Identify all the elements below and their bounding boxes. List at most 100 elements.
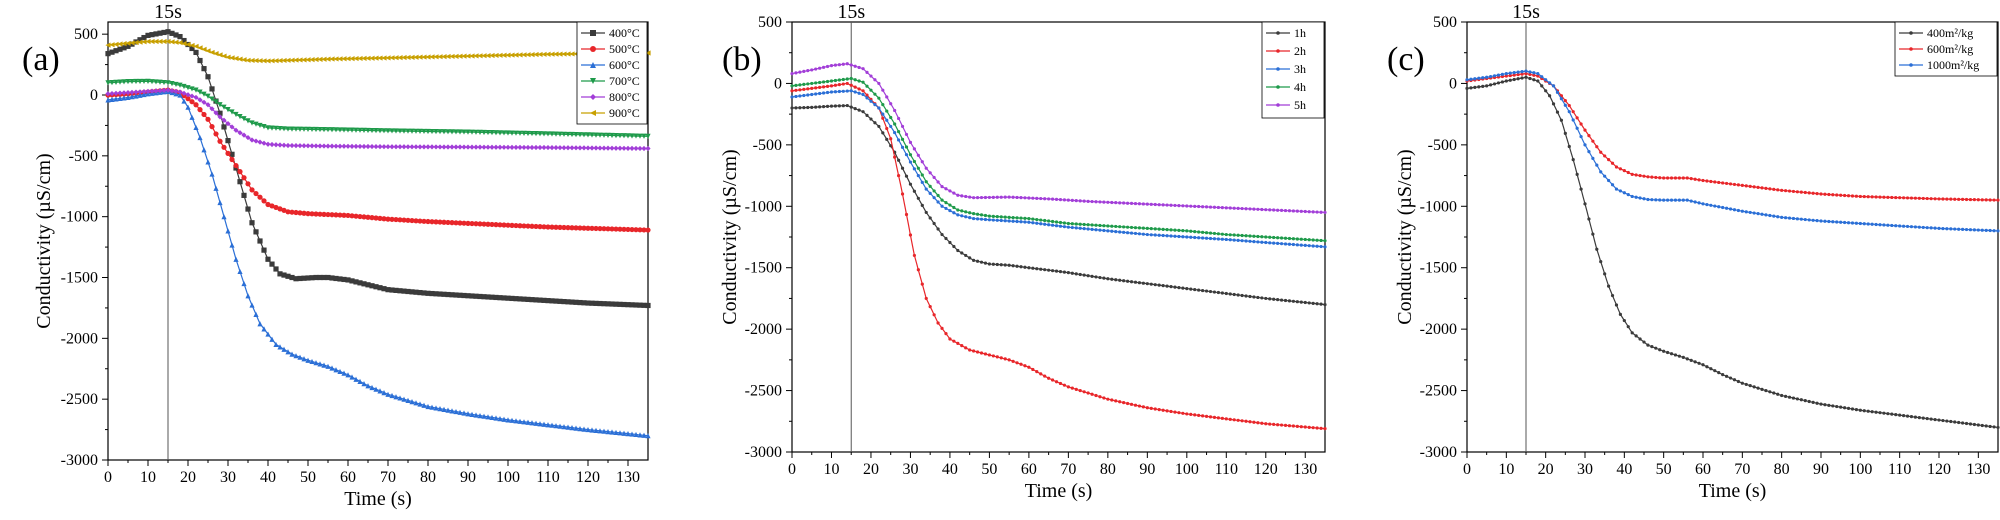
series-point xyxy=(193,102,199,108)
series-point xyxy=(1058,224,1063,228)
series-point xyxy=(1039,196,1043,201)
series-point xyxy=(1508,78,1512,82)
series-point xyxy=(441,406,447,412)
series-point xyxy=(932,189,936,193)
series-point xyxy=(441,54,447,60)
series-point xyxy=(1319,302,1323,306)
series-point xyxy=(257,139,263,145)
series-point xyxy=(897,116,901,121)
series-point xyxy=(1133,280,1138,284)
series-point xyxy=(273,58,279,64)
series-point xyxy=(133,39,139,46)
series-point xyxy=(365,282,371,288)
series-point xyxy=(533,144,539,151)
series-point xyxy=(1709,367,1713,371)
series-point xyxy=(1023,265,1027,269)
series-point xyxy=(241,132,247,138)
series-point xyxy=(979,351,984,355)
series-point xyxy=(1173,234,1177,238)
series-point xyxy=(940,326,944,330)
series-point xyxy=(221,124,227,130)
series-point xyxy=(1003,219,1007,223)
series-point xyxy=(1161,284,1165,288)
series-point xyxy=(849,89,853,93)
series-point xyxy=(201,91,207,97)
series-point xyxy=(1638,337,1642,341)
series-point xyxy=(964,215,968,219)
series-point xyxy=(1524,75,1528,79)
series-point xyxy=(597,132,603,138)
series-point xyxy=(133,78,139,85)
series-point xyxy=(889,102,893,106)
series-point xyxy=(908,233,913,237)
series-point xyxy=(341,56,347,62)
series-point xyxy=(1874,195,1878,199)
series-point xyxy=(217,102,223,108)
series-point xyxy=(1161,227,1165,231)
series-point xyxy=(445,144,451,150)
series-point xyxy=(1078,199,1082,203)
series-point xyxy=(972,212,976,216)
series-point xyxy=(1662,176,1666,180)
series-point xyxy=(841,89,845,93)
series-point xyxy=(549,51,555,57)
series-point xyxy=(995,215,999,219)
series-point xyxy=(1240,293,1244,298)
series-point xyxy=(557,131,563,137)
series-point xyxy=(313,56,319,63)
series-point xyxy=(129,40,135,46)
series-point xyxy=(493,222,499,228)
series-point xyxy=(1240,206,1244,211)
series-point xyxy=(1303,243,1307,247)
series-point xyxy=(249,187,255,193)
y-tick-label: -500 xyxy=(753,137,782,154)
series-point xyxy=(401,217,407,223)
series-point xyxy=(633,133,639,139)
series-point xyxy=(873,78,877,82)
series-point xyxy=(1823,403,1827,407)
series-point xyxy=(1976,198,1980,202)
series-point xyxy=(457,292,463,298)
series-point xyxy=(1618,167,1622,171)
series-point xyxy=(1858,194,1862,199)
series-point xyxy=(1070,198,1074,202)
series-point xyxy=(1181,235,1185,239)
x-tick-label: 100 xyxy=(496,469,520,486)
series-point xyxy=(293,353,299,359)
series-point xyxy=(1082,222,1086,227)
series-point xyxy=(369,384,375,391)
series-point xyxy=(433,219,439,225)
series-point xyxy=(553,298,559,304)
series-point xyxy=(924,166,928,170)
series-point xyxy=(137,92,143,98)
series-point xyxy=(1133,226,1138,230)
legend-entry-label: 400m²/kg xyxy=(1927,26,1973,40)
series-point xyxy=(1697,361,1701,365)
series-point xyxy=(1843,220,1847,225)
series-point xyxy=(557,298,563,304)
series-point xyxy=(293,57,299,63)
series-point xyxy=(321,56,327,62)
series-point xyxy=(1520,70,1524,74)
series-point xyxy=(999,195,1003,199)
series-point xyxy=(798,88,802,92)
series-point xyxy=(1315,302,1319,306)
series-point xyxy=(900,145,905,149)
x-tick-label: 0 xyxy=(1463,461,1471,478)
series-point xyxy=(465,411,471,417)
series-point xyxy=(457,409,463,415)
series-point xyxy=(1169,203,1173,207)
series-point xyxy=(1705,365,1709,369)
series-point xyxy=(509,417,515,423)
series-point xyxy=(1902,196,1906,200)
series-point xyxy=(541,144,547,151)
series-point xyxy=(469,129,475,135)
series-point xyxy=(513,52,519,58)
series-point xyxy=(473,412,479,418)
series-point xyxy=(1744,382,1748,387)
series-point xyxy=(853,85,857,89)
series-point xyxy=(629,133,635,139)
series-point xyxy=(445,129,451,135)
series-point xyxy=(113,96,119,102)
series-point xyxy=(1035,267,1039,271)
